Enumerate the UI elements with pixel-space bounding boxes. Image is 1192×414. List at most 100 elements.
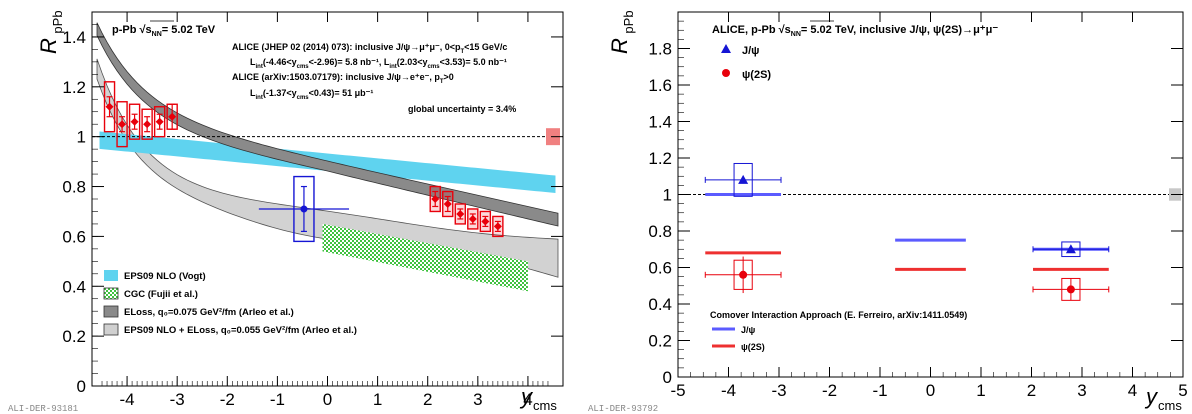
x-tick-label: -3 [170, 390, 185, 409]
y-tick-label: 1 [77, 128, 86, 147]
right-model-lines [705, 193, 1109, 271]
x-axis-label-sub: cms [533, 398, 557, 413]
system-label: p-Pb √sNN= 5.02 TeV [112, 24, 216, 38]
legend-marker [722, 69, 730, 77]
x-tick-label: -5 [670, 381, 685, 400]
x-tick-label: 5 [1178, 381, 1187, 400]
data-point [130, 117, 139, 126]
x-tick-label: 1 [976, 381, 985, 400]
legend-swatch [103, 305, 119, 318]
y-axis-label: R [36, 38, 61, 54]
x-tick-label: -4 [120, 390, 135, 409]
ref2-label: ALICE (arXiv:1503.07179): inclusive J/ψ→… [232, 72, 454, 85]
right-axes: -5 -4 -3 -2 -1 0 1 2 3 4 5 0 0.2 0.4 0.6 0.8 1 1.2 1.4 1.6 1… [607, 10, 1188, 413]
y-tick-label: 1.6 [648, 76, 672, 95]
left-data-points [103, 81, 504, 243]
x-tick-label: 2 [1027, 381, 1036, 400]
model-label: Comover Interaction Approach (E. Ferreir… [710, 310, 967, 320]
x-tick-label: -4 [721, 381, 736, 400]
y-axis-label: R [607, 38, 632, 54]
legend-label: CGC (Fujii et al.) [124, 289, 198, 300]
right-chart: -5 -4 -3 -2 -1 0 1 2 3 4 5 0 0.2 0.4 0.6 0.8 1 1.2 1.4 1.6 1… [588, 10, 1188, 414]
right-title: ALICE, p-Pb √sNN= 5.02 TeV, inclusive J/… [712, 24, 998, 38]
right-data-points [704, 162, 1110, 301]
syst-box [103, 81, 116, 133]
legend-label: EPS09 NLO (Vogt) [124, 271, 206, 282]
syst-box [128, 103, 141, 140]
y-tick-label: 0 [77, 377, 86, 396]
y-tick-label: 1.4 [62, 28, 86, 47]
x-tick-label: 2 [423, 390, 432, 409]
data-point [481, 217, 490, 226]
legend-label: J/ψ [742, 45, 759, 57]
y-tick-label: 0.4 [648, 295, 672, 314]
legend-label: EPS09 NLO + ELoss, q₀=0.055 GeV²/fm (Arl… [124, 325, 357, 336]
syst-box [116, 101, 128, 148]
legend-label: ψ(2S) [742, 69, 771, 81]
y-axis-label-sub: pPb [621, 10, 636, 33]
data-point [143, 120, 152, 129]
eloss-band [96, 22, 559, 227]
y-tick-label: 0.8 [648, 222, 672, 241]
x-tick-label: -3 [771, 381, 786, 400]
left-legend: EPS09 NLO (Vogt) CGC (Fujii et al.) ELoss,… [103, 270, 357, 336]
y-tick-label: 0.2 [648, 332, 672, 351]
legend-label: ELoss, q₀=0.075 GeV²/fm (Arleo et al.) [124, 307, 294, 318]
x-tick-label: -2 [822, 381, 837, 400]
data-point [155, 117, 164, 126]
global-uncertainty-label: global uncertainty = 3.4% [408, 104, 516, 114]
x-tick-label: -2 [220, 390, 235, 409]
legend-label: J/ψ [741, 325, 756, 335]
x-axis-label-sub: cms [1158, 398, 1182, 413]
y-axis-label-sub: pPb [50, 10, 65, 33]
right-id-label: ALI-DER-93792 [588, 404, 658, 414]
y-tick-label: 1.4 [648, 113, 672, 132]
legend-marker [721, 44, 731, 53]
right-annotations: ALICE, p-Pb √sNN= 5.02 TeV, inclusive J/… [710, 20, 998, 320]
x-axis-label: y [519, 384, 534, 409]
lint2-label: Lint(-1.37<ycms<0.43)= 51 μb⁻¹ [250, 88, 373, 101]
legend-swatch [103, 287, 119, 300]
legend-swatch [103, 323, 119, 336]
x-tick-label: 4 [1128, 381, 1137, 400]
y-tick-label: 1.8 [648, 40, 672, 59]
lint1-label: Lint(-4.46<ycms<-2.96)= 5.8 nb⁻¹, Lint(2… [250, 57, 507, 70]
legend-swatch [104, 270, 118, 281]
syst-box [153, 106, 166, 138]
y-tick-label: 0.6 [648, 259, 672, 278]
y-tick-label: 0.6 [62, 227, 86, 246]
left-model-bands [96, 22, 559, 292]
x-tick-label: -1 [270, 390, 285, 409]
x-tick-label: 1 [373, 390, 382, 409]
x-tick-label: 0 [926, 381, 935, 400]
data-point [1066, 285, 1075, 294]
y-tick-label: 1.2 [648, 149, 672, 168]
legend-label: ψ(2S) [741, 342, 765, 352]
y-tick-label: 1 [663, 186, 672, 205]
left-annotations: p-Pb √sNN= 5.02 TeV ALICE (JHEP 02 (2014… [112, 20, 516, 114]
right-legend: J/ψ ψ(2S) J/ψ ψ(2S) [712, 44, 771, 352]
y-tick-label: 0.4 [62, 277, 86, 296]
data-point [431, 195, 440, 203]
y-tick-label: 1.2 [62, 78, 86, 97]
y-tick-label: 0.8 [62, 178, 86, 197]
y-tick-label: 0 [663, 368, 672, 387]
syst-box [141, 108, 153, 140]
cgc-band [322, 223, 528, 292]
data-point [468, 214, 477, 223]
data-point [1065, 244, 1076, 254]
x-tick-label: 3 [1077, 381, 1086, 400]
left-id-label: ALI-DER-93181 [8, 404, 78, 414]
data-point [443, 199, 452, 208]
data-point [118, 120, 127, 129]
x-tick-label: -1 [872, 381, 887, 400]
x-tick-label: 4 [523, 390, 532, 409]
data-point [738, 174, 749, 184]
data-point [739, 270, 748, 279]
data-point [493, 222, 502, 231]
y-tick-label: 0.2 [62, 327, 86, 346]
data-point [300, 205, 308, 213]
